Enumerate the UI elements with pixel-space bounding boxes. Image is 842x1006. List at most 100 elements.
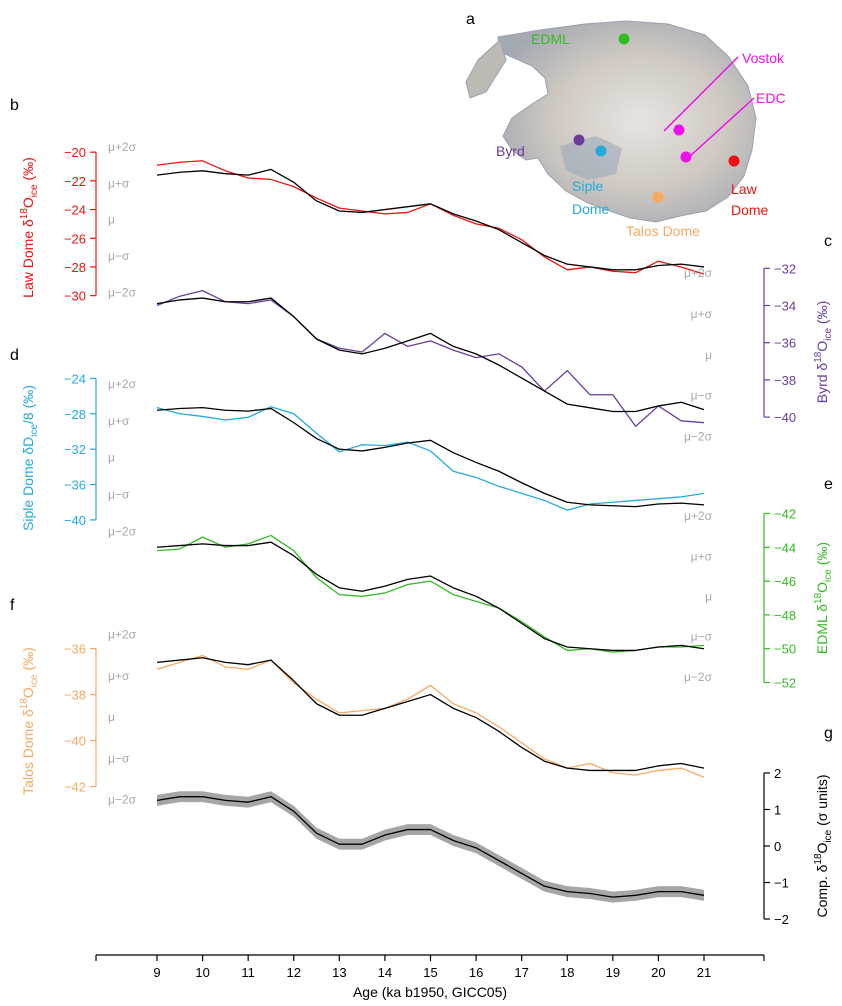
- site-label-siple-dome: Dome: [572, 201, 610, 217]
- y-axis-title-f: Talos Dome δ18Oice (‰): [19, 647, 40, 795]
- sigma-label-c: μ+σ: [691, 307, 713, 321]
- site-label-talos-dome: Talos Dome: [626, 223, 700, 239]
- composite-line-f: [156, 657, 705, 772]
- composite-line-b: [156, 168, 705, 271]
- sigma-label-c: μ+2σ: [684, 266, 713, 280]
- panel-letter-e: e: [824, 476, 833, 493]
- x-tick-label: 17: [514, 965, 528, 980]
- panel-letter-d: d: [10, 347, 19, 364]
- site-dot-siple-dome: [595, 145, 607, 157]
- sigma-label-c: μ−σ: [691, 389, 713, 403]
- y-title-pre: δ: [20, 219, 36, 227]
- y-tick-label-c: −40: [774, 410, 796, 425]
- y-tick-label-f: −36: [64, 642, 86, 657]
- x-tick-label: 9: [153, 965, 160, 980]
- x-tick-label: 14: [378, 965, 392, 980]
- y-title-pre: δ: [814, 604, 830, 612]
- y-axis-title-e: EDML δ18Oice (‰): [813, 542, 834, 654]
- sigma-label-d: μ−2σ: [108, 524, 137, 538]
- uncertainty-band-g: [157, 791, 704, 903]
- y-title-unit: (‰): [814, 542, 830, 569]
- y-title-site: Siple Dome: [20, 455, 36, 531]
- sigma-label-d: μ−σ: [108, 487, 130, 501]
- y-title-sup: 18: [19, 698, 30, 710]
- sigma-label-f: μ: [108, 710, 115, 724]
- site-label-law-dome: Dome: [731, 202, 769, 218]
- y-title-sub: ice: [29, 184, 40, 197]
- sigma-label-e: μ−2σ: [684, 670, 713, 684]
- site-label-edc: EDC: [756, 90, 786, 106]
- y-tick-label-d: −28: [64, 407, 86, 422]
- y-title-main: O: [814, 582, 830, 593]
- x-tick-label: 13: [332, 965, 346, 980]
- sigma-label-e: μ+2σ: [684, 509, 713, 523]
- panel-letter-a: a: [466, 11, 475, 28]
- antarctic-peninsula: [465, 39, 507, 99]
- y-axis-title-g: Comp. δ18Oice (σ units): [813, 774, 834, 917]
- y-tick-label-e: −50: [774, 642, 796, 657]
- x-tick-label: 21: [697, 965, 711, 980]
- y-axis-title-c: Byrd δ18Oice (‰): [813, 301, 834, 404]
- y-tick-label-d: −32: [64, 442, 86, 457]
- y-title-pre: δ: [20, 709, 36, 717]
- site-dot-byrd: [573, 134, 585, 146]
- sigma-label-e: μ+σ: [691, 549, 713, 563]
- y-tick-label-b: −24: [64, 203, 86, 218]
- y-title-sup: 18: [813, 351, 824, 363]
- site-label-vostok: Vostok: [742, 50, 785, 66]
- record-line-f: [156, 654, 705, 778]
- y-title-unit: (σ units): [814, 774, 830, 829]
- y-tick-label-e: −42: [774, 506, 796, 521]
- y-tick-label-g: −1: [774, 876, 789, 891]
- x-axis-title: Age (ka b1950, GICC05): [353, 984, 507, 1000]
- y-title-sub: ice: [29, 674, 40, 687]
- sigma-label-c: μ: [705, 348, 712, 362]
- y-axis-title-d: Siple Dome δDice/8 (‰): [20, 385, 40, 531]
- site-dot-talos-dome: [652, 191, 664, 203]
- y-title-main: O: [20, 197, 36, 208]
- y-title-unit: (‰): [814, 301, 830, 328]
- panel-c: −32 −34 −36 −38 −40 μ+2σ μ+σ μ μ−σ μ−2σ Byrd δ18Oi…: [156, 261, 834, 444]
- composite-line-d: [156, 406, 705, 508]
- sigma-label-b: μ−σ: [108, 249, 130, 263]
- x-tick-label: 20: [651, 965, 665, 980]
- x-tick-label: 18: [560, 965, 574, 980]
- y-title-pre: δD: [20, 437, 36, 455]
- y-title-unit: (‰): [20, 157, 36, 184]
- sigma-label-b: μ+σ: [108, 176, 130, 190]
- sigma-label-f: μ−σ: [108, 751, 130, 765]
- y-title-site: Comp.: [814, 872, 830, 917]
- y-tick-label-b: −30: [64, 289, 86, 304]
- y-tick-label-b: −26: [64, 231, 86, 246]
- sigma-label-f: μ−2σ: [108, 793, 137, 807]
- site-dot-vostok: [673, 124, 685, 136]
- composite-line-e: [156, 541, 705, 652]
- y-tick-label-d: −40: [64, 513, 86, 528]
- y-tick-label-f: −40: [64, 734, 86, 749]
- y-title-site: Talos Dome: [20, 717, 36, 795]
- x-tick-label: 10: [195, 965, 209, 980]
- y-title-sup: 18: [813, 592, 824, 604]
- composite-line-g: [156, 796, 705, 898]
- sigma-label-b: μ−2σ: [108, 286, 137, 300]
- y-tick-label-f: −38: [64, 688, 86, 703]
- y-tick-label-b: −20: [64, 145, 86, 160]
- x-tick-label: 15: [423, 965, 437, 980]
- site-label-siple-dome: Siple: [572, 178, 603, 194]
- panel-b: −20 −22 −24 −26 −28 −30 μ+2σ μ+σ μ μ−σ μ−2σ Law Dom…: [19, 140, 705, 304]
- sigma-label-b: μ+2σ: [108, 140, 137, 154]
- y-tick-label-e: −52: [774, 676, 796, 691]
- sigma-label-d: μ+σ: [108, 414, 130, 428]
- x-tick-label: 19: [606, 965, 620, 980]
- sigma-label-d: μ: [108, 451, 115, 465]
- y-title-main: O: [20, 687, 36, 698]
- site-label-edml: EDML: [531, 31, 570, 47]
- panel-letter-f: f: [10, 597, 15, 614]
- vostok-leader-line: [663, 56, 739, 132]
- panel-f: −36 −38 −40 −42 μ+2σ μ+σ μ μ−σ μ−2σ Talos Dome δ1…: [19, 628, 705, 807]
- y-title-pre: δ: [814, 363, 830, 371]
- sigma-label-e: μ−σ: [691, 630, 713, 644]
- y-title-site: Byrd: [814, 371, 830, 404]
- y-title-unit: /8 (‰): [20, 385, 36, 424]
